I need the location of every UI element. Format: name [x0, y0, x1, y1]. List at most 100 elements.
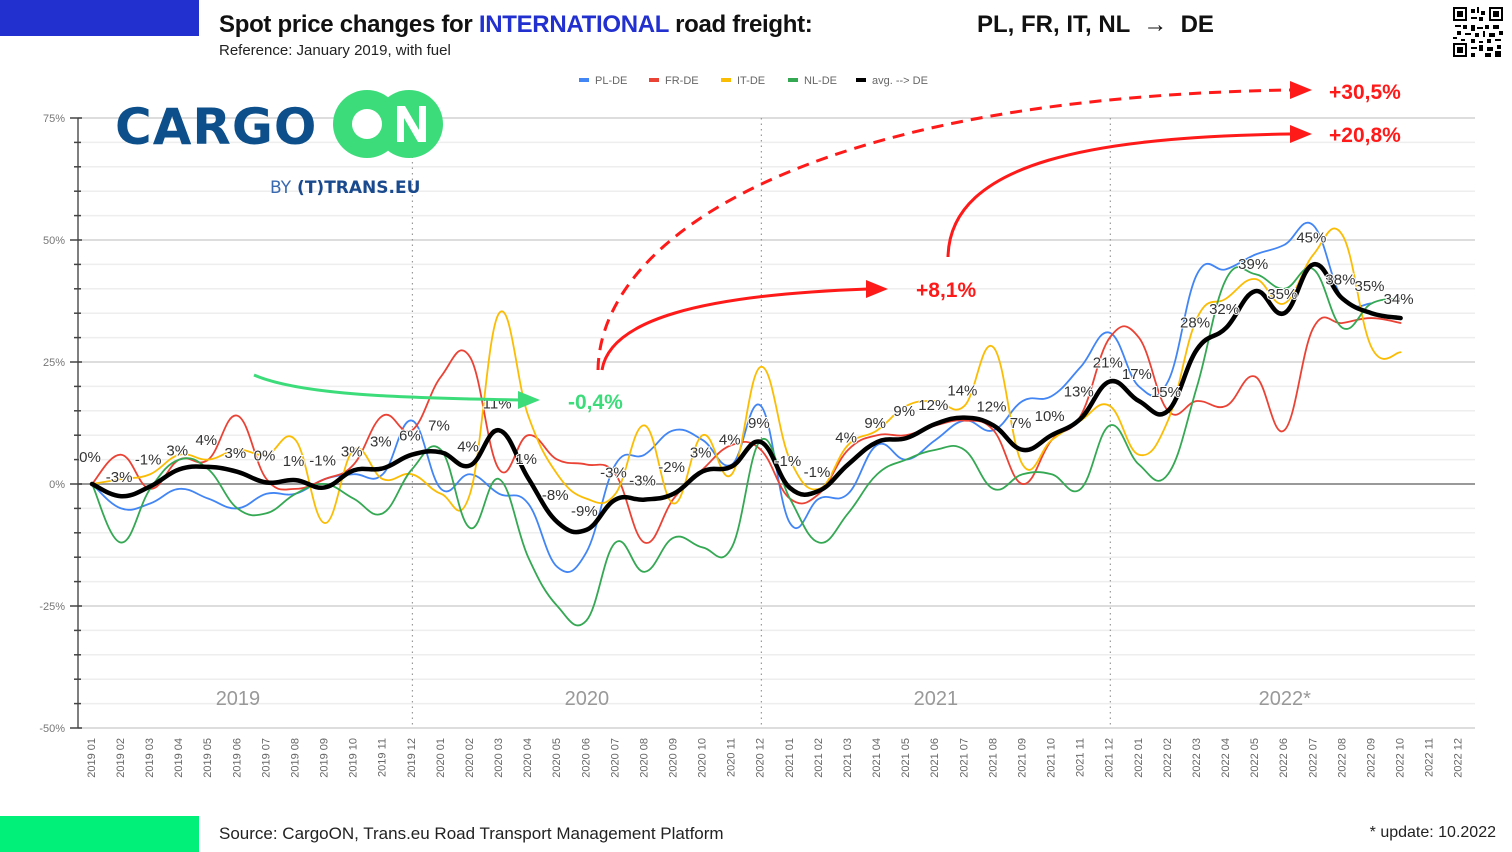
data-label: 10%: [1035, 408, 1065, 425]
data-label: 7%: [428, 417, 450, 434]
data-label: 14%: [947, 383, 977, 400]
x-tick-label: 2021 10: [1046, 738, 1058, 778]
data-label: 1%: [283, 453, 305, 470]
data-label: -9%: [571, 503, 598, 520]
x-tick-label: 2021 09: [1016, 738, 1028, 778]
grid-lines: [78, 117, 1475, 729]
data-label: -1%: [804, 464, 831, 481]
data-label: 9%: [748, 415, 770, 432]
year-band-label: 2019: [216, 688, 261, 710]
x-tick-label: 2019 07: [260, 738, 272, 778]
data-label: 17%: [1122, 366, 1152, 383]
legend-label-pl-de[interactable]: PL-DE: [595, 75, 627, 87]
data-label: 34%: [1384, 291, 1414, 308]
data-label: 38%: [1325, 272, 1355, 289]
data-label: 9%: [864, 415, 886, 432]
y-axis: -50% -25% 0% 25% 50% 75%: [39, 113, 82, 735]
x-tick-label: 2022 01: [1133, 738, 1145, 778]
data-label: 35%: [1267, 286, 1297, 303]
data-label: -1%: [309, 452, 336, 469]
x-tick-label: 2020 02: [464, 738, 476, 778]
data-label: 0%: [79, 449, 101, 466]
legend-swatch-fr-de: [649, 78, 659, 82]
x-tick-label: 2022 02: [1162, 738, 1174, 778]
x-tick-label: 2020 03: [493, 738, 505, 778]
data-label: 3%: [370, 433, 392, 450]
data-label: -8%: [542, 487, 569, 504]
y-tick-label: 25%: [43, 357, 65, 369]
data-label: 15%: [1151, 384, 1181, 401]
x-tick-label: 2019 12: [406, 738, 418, 778]
data-label: -3%: [600, 465, 627, 482]
x-tick-label: 2022 12: [1453, 738, 1465, 778]
series-line-fr-de: [91, 316, 1402, 544]
data-label: 3%: [225, 445, 247, 462]
data-label: 12%: [976, 398, 1006, 415]
data-label: 0%: [254, 448, 276, 465]
x-axis-labels: 2019 01 2019 02 2019 03 2019 04 2019 05 2019 …: [86, 738, 1465, 778]
year-band-labels: 2019 2020 2021 2022*: [216, 688, 1311, 710]
year-band-label: 2022*: [1259, 688, 1311, 710]
legend-label-avg-de[interactable]: avg. --> DE: [872, 75, 928, 87]
title-suffix: road freight:: [668, 11, 813, 38]
series-lines: [89, 221, 1403, 627]
x-tick-label: 2019 02: [115, 738, 127, 778]
legend-label-it-de[interactable]: IT-DE: [737, 75, 765, 87]
page-title: Spot price changes for INTERNATIONAL roa…: [219, 11, 813, 39]
data-label: 28%: [1180, 314, 1210, 331]
x-tick-label: 2022 08: [1336, 738, 1348, 778]
red-arrow-2021: [600, 287, 869, 371]
annotation-2022: +20,8%: [1329, 124, 1401, 147]
x-tick-label: 2022 07: [1307, 738, 1319, 778]
year-band-label: 2021: [914, 688, 959, 710]
legend: PL-DE FR-DE IT-DE NL-DE avg. --> DE: [579, 75, 928, 87]
title-prefix: Spot price changes for: [219, 11, 479, 38]
x-tick-label: 2021 02: [813, 738, 825, 778]
x-tick-label: 2022 04: [1220, 738, 1232, 778]
data-label: 3%: [690, 444, 712, 461]
data-label: 12%: [918, 397, 948, 414]
legend-swatch-it-de: [721, 78, 731, 82]
y-tick-label: 0%: [49, 479, 65, 491]
data-label: -3%: [106, 469, 133, 486]
annotation-2020-2022: +30,5%: [1329, 81, 1401, 104]
data-label: 3%: [341, 443, 363, 460]
legend-label-nl-de[interactable]: NL-DE: [804, 75, 837, 87]
data-label: 4%: [457, 438, 479, 455]
x-tick-label: 2021 04: [871, 738, 883, 778]
data-label: 35%: [1355, 278, 1385, 295]
x-tick-label: 2020 10: [697, 738, 709, 778]
annotation-2021: +8,1%: [916, 279, 976, 302]
legend-swatch-avg-de: [856, 78, 866, 82]
data-label: 11%: [483, 395, 512, 412]
data-label: 13%: [1064, 384, 1094, 401]
data-label: -3%: [629, 473, 656, 490]
x-tick-label: 2019 09: [319, 738, 331, 778]
data-label: 32%: [1209, 301, 1239, 318]
data-label: 45%: [1296, 229, 1326, 246]
x-tick-label: 2019 05: [202, 738, 214, 778]
x-tick-label: 2020 12: [755, 738, 767, 778]
data-label: 39%: [1238, 256, 1268, 273]
data-label: -1%: [135, 451, 162, 468]
legend-label-fr-de[interactable]: FR-DE: [665, 75, 699, 87]
x-tick-label: 2019 06: [231, 738, 243, 778]
x-tick-label: 2019 04: [173, 738, 185, 778]
legend-swatch-pl-de: [579, 78, 589, 82]
data-label: 4%: [835, 429, 857, 446]
green-arrow-2020: [253, 373, 521, 402]
trans-eu-icon: (T): [297, 178, 325, 198]
data-label: 9%: [893, 403, 915, 420]
x-tick-label: 2021 11: [1075, 738, 1087, 777]
data-label: 4%: [195, 432, 217, 449]
x-tick-label: 2020 06: [580, 738, 592, 778]
x-tick-label: 2021 01: [784, 738, 796, 778]
annotation-2020: -0,4%: [568, 391, 623, 414]
logo-partner-text: BY (T)TRANS.EU: [270, 178, 421, 198]
x-tick-label: 2022 11: [1424, 738, 1436, 777]
x-tick-label: 2019 08: [289, 738, 301, 778]
y-tick-label: 75%: [43, 113, 65, 125]
qr-code-icon[interactable]: [1453, 6, 1503, 58]
x-tick-label: 2019 10: [348, 738, 360, 778]
